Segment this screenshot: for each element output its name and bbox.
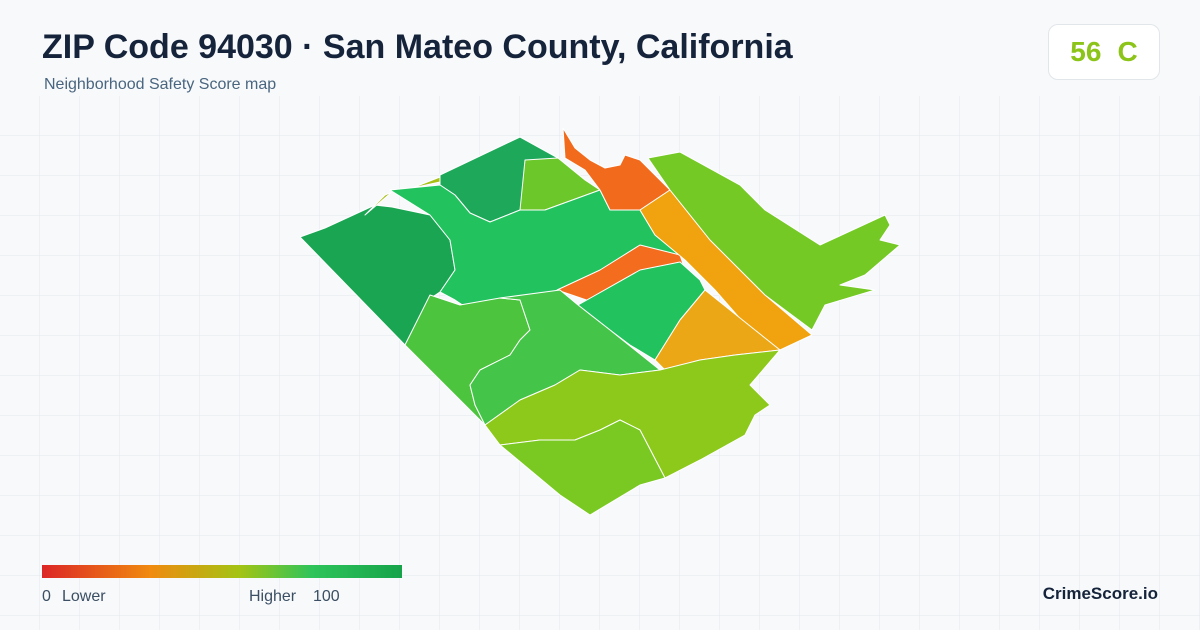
grade: C	[1117, 36, 1138, 67]
legend-gradient	[42, 565, 402, 578]
score-badge: 56 C	[1048, 24, 1160, 80]
legend-max-label: Higher	[249, 588, 297, 605]
region	[562, 127, 671, 211]
subtitle: Neighborhood Safety Score map	[44, 76, 277, 93]
legend-min-label: Lower	[62, 588, 106, 605]
region	[499, 419, 666, 516]
regions	[299, 127, 901, 516]
brand: CrimeScore.io	[1042, 584, 1158, 603]
legend-min: 0	[42, 588, 51, 605]
region	[411, 176, 441, 189]
region	[364, 191, 393, 216]
title: ZIP Code 94030 · San Mateo County, Calif…	[42, 28, 793, 66]
region	[647, 151, 901, 331]
score: 56	[1070, 36, 1102, 67]
legend-max: 100	[313, 588, 340, 605]
